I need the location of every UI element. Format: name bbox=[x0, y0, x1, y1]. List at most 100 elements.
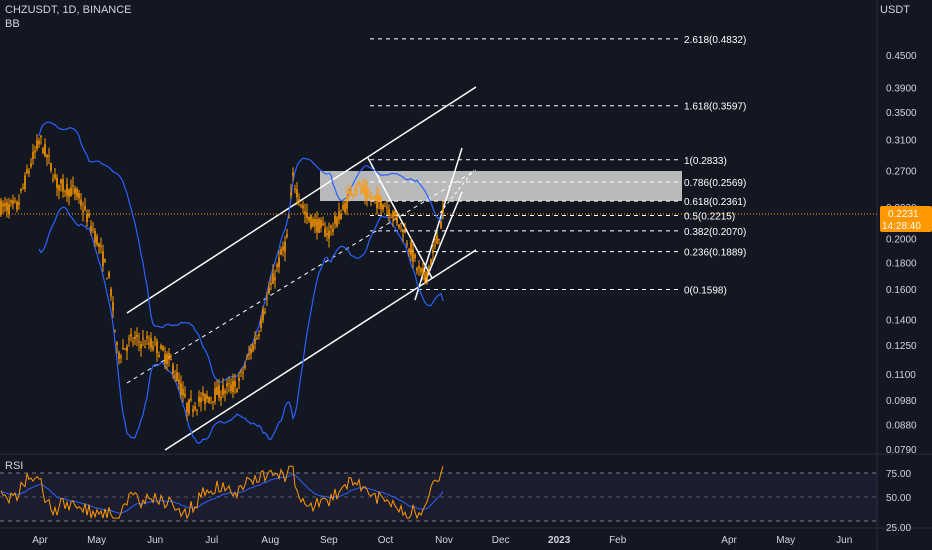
candle-body bbox=[404, 231, 406, 233]
candle-body bbox=[96, 236, 98, 245]
rsi-label[interactable]: RSI bbox=[5, 460, 24, 472]
candle-body bbox=[196, 409, 198, 411]
candle-body bbox=[82, 210, 84, 213]
resistance-zone[interactable] bbox=[320, 171, 682, 201]
candle-body bbox=[238, 377, 240, 382]
candle-body bbox=[54, 174, 56, 179]
wedge-line-1[interactable] bbox=[367, 157, 433, 279]
rsi-axis: 75.00 50.00 25.00 bbox=[886, 469, 911, 534]
current-price-tag bbox=[880, 206, 932, 232]
candle-body bbox=[234, 380, 236, 387]
candle-body bbox=[264, 311, 266, 314]
candle-body bbox=[58, 184, 60, 191]
channel-upper-line[interactable] bbox=[126, 86, 477, 314]
candle-body bbox=[112, 301, 114, 311]
candle-body bbox=[434, 244, 436, 246]
candle-body bbox=[380, 198, 382, 210]
price-tick: 0.1800 bbox=[886, 259, 917, 270]
candle-body bbox=[392, 211, 394, 218]
rsi-tick: 50.00 bbox=[886, 493, 911, 504]
candle-body bbox=[2, 203, 4, 207]
price-tick: 0.1400 bbox=[886, 315, 917, 326]
fib-level-label: 0.5(0.2215) bbox=[684, 212, 735, 223]
candle-body bbox=[242, 371, 244, 374]
price-tick: 0.2700 bbox=[886, 167, 917, 178]
candle-body bbox=[0, 200, 2, 216]
candle-body bbox=[88, 213, 90, 217]
candle-body bbox=[48, 155, 50, 157]
candle-body bbox=[386, 207, 388, 209]
candle-body bbox=[210, 398, 212, 400]
candle-body bbox=[64, 191, 66, 193]
candle-body bbox=[8, 203, 10, 215]
candle-body bbox=[38, 140, 40, 145]
candle-body bbox=[104, 259, 106, 262]
time-tick: May bbox=[87, 535, 106, 546]
candle-body bbox=[36, 140, 38, 149]
candle-body bbox=[94, 230, 96, 243]
candle-body bbox=[80, 199, 82, 206]
candles bbox=[0, 134, 444, 421]
candle-body bbox=[296, 189, 298, 198]
time-tick: Feb bbox=[609, 535, 627, 546]
candle-body bbox=[424, 273, 426, 280]
time-axis: Apr May Jun Jul Aug Sep Oct Nov Dec 2023 Feb Apr May… bbox=[32, 535, 852, 546]
candle-body bbox=[146, 336, 148, 339]
candle-body bbox=[344, 203, 346, 213]
time-tick: 2023 bbox=[548, 535, 571, 546]
wedge-line-3[interactable] bbox=[424, 191, 463, 283]
candle-body bbox=[28, 171, 30, 174]
candle-body bbox=[406, 243, 408, 245]
candle-body bbox=[180, 383, 182, 395]
fib-level-label: 1(0.2833) bbox=[684, 156, 727, 167]
candle-body bbox=[178, 379, 180, 385]
time-tick: Sep bbox=[320, 535, 338, 546]
candle-body bbox=[84, 205, 86, 210]
candle-body bbox=[72, 185, 74, 187]
channel-lower-line[interactable] bbox=[164, 249, 477, 451]
candle-body bbox=[42, 148, 44, 154]
candle-body bbox=[126, 346, 128, 352]
candle-body bbox=[40, 135, 42, 138]
bollinger-lower-band bbox=[38, 206, 444, 444]
candle-body bbox=[442, 207, 444, 213]
candle-body bbox=[130, 333, 132, 337]
candle-body bbox=[86, 213, 88, 223]
candle-body bbox=[432, 249, 434, 254]
time-tick: Apr bbox=[32, 535, 48, 546]
price-tick: 0.0880 bbox=[886, 421, 917, 432]
indicator-label[interactable]: BB bbox=[5, 18, 20, 30]
candle-body bbox=[204, 394, 206, 405]
candle-body bbox=[90, 226, 92, 231]
time-tick: Jul bbox=[205, 535, 218, 546]
candle-body bbox=[220, 396, 222, 400]
candle-body bbox=[16, 201, 18, 210]
rsi-ma-line bbox=[0, 473, 444, 514]
candle-body bbox=[148, 343, 150, 345]
fib-level-label: 0.618(0.2361) bbox=[684, 197, 746, 208]
candle-body bbox=[110, 289, 112, 297]
symbol-label[interactable]: CHZUSDT, 1D, BINANCE bbox=[5, 4, 132, 16]
candle-body bbox=[182, 389, 184, 396]
fibonacci-levels[interactable]: 2.618(0.4832) 1.618(0.3597) 1(0.2833) 0.786… bbox=[370, 35, 746, 297]
candle-body bbox=[428, 266, 430, 268]
candle-body bbox=[294, 188, 296, 190]
price-axis: 0.45000.39000.35000.31000.27000.23000.20… bbox=[886, 51, 917, 456]
candle-body bbox=[134, 336, 136, 340]
candle-body bbox=[132, 341, 134, 343]
candle-body bbox=[398, 224, 400, 228]
candle-body bbox=[276, 264, 278, 268]
candle-body bbox=[168, 353, 170, 360]
candle-body bbox=[426, 271, 428, 281]
candle-body bbox=[78, 192, 80, 199]
candle-body bbox=[66, 184, 68, 196]
candle-body bbox=[420, 267, 422, 273]
candle-body bbox=[156, 341, 158, 354]
candle-body bbox=[200, 397, 202, 403]
candle-body bbox=[24, 175, 26, 190]
candle-body bbox=[358, 181, 360, 185]
candle-body bbox=[388, 209, 390, 216]
candle-body bbox=[300, 204, 302, 206]
price-tick: 0.3900 bbox=[886, 83, 917, 94]
